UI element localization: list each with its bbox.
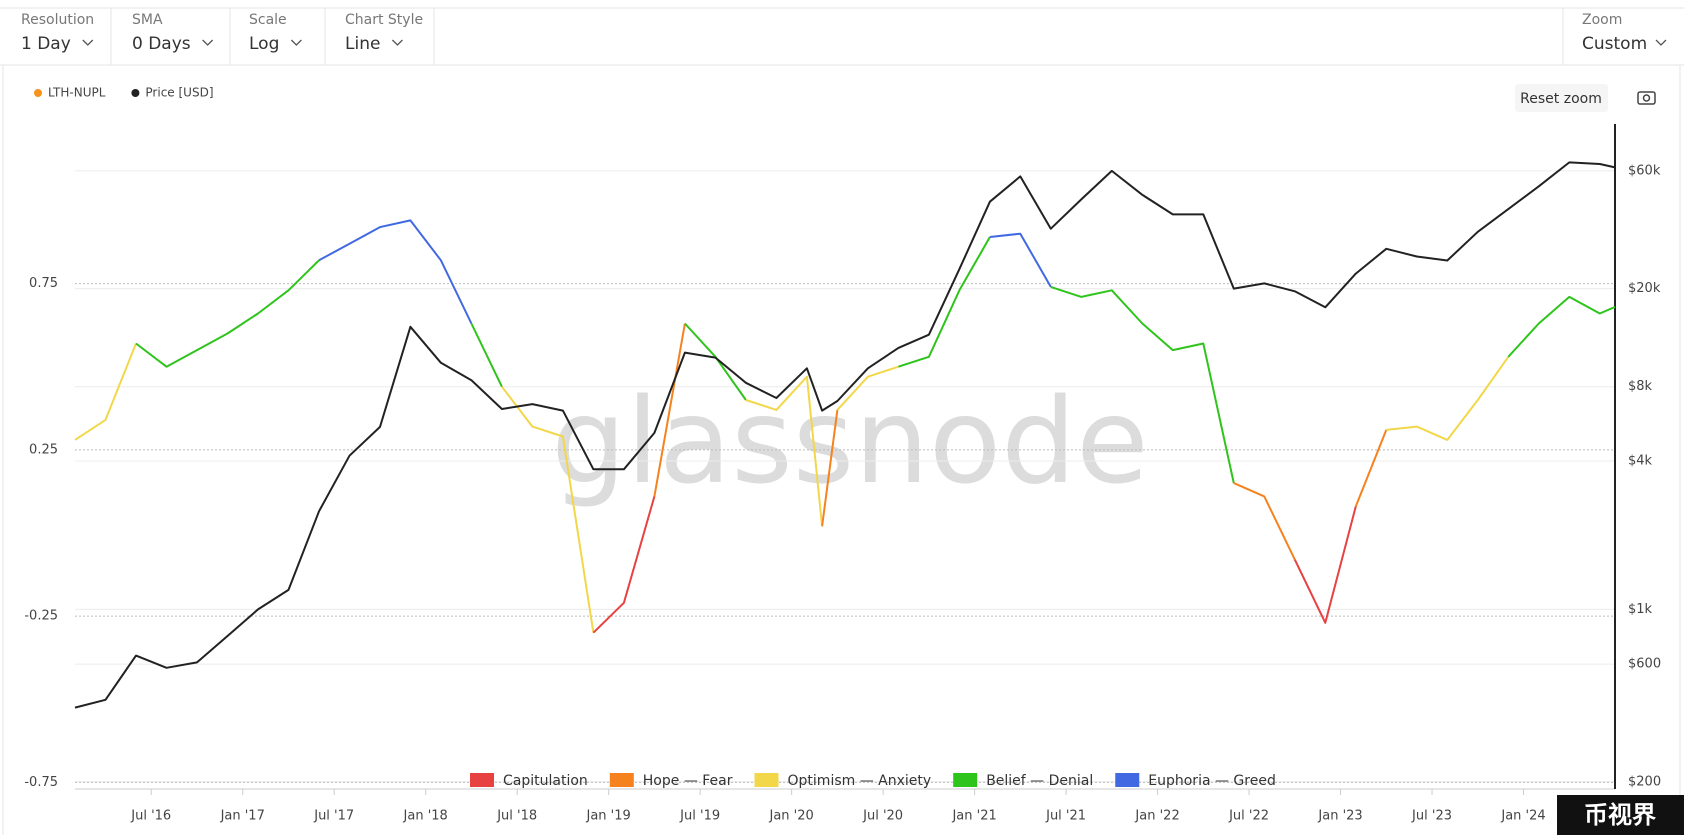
zone-legend-label[interactable]: Euphoria — Greed bbox=[1148, 773, 1276, 789]
x-tick-label: Jul '17 bbox=[313, 809, 354, 824]
series-line bbox=[135, 259, 320, 368]
series-line bbox=[821, 409, 839, 527]
series-line bbox=[1233, 482, 1296, 561]
x-tick-label: Jan '20 bbox=[768, 809, 813, 824]
zone-legend-label[interactable]: Belief — Denial bbox=[986, 773, 1093, 789]
y2-tick-label: $600 bbox=[1628, 657, 1661, 672]
control-label: Chart Style bbox=[345, 12, 423, 28]
series-line bbox=[745, 375, 824, 527]
camera-icon[interactable] bbox=[1637, 91, 1656, 105]
reset-zoom-text[interactable]: Reset zoom bbox=[1520, 91, 1602, 107]
x-tick-label: Jan '18 bbox=[403, 809, 448, 824]
y2-tick-label: $8k bbox=[1628, 379, 1653, 394]
zoom-value[interactable]: Custom bbox=[1582, 34, 1647, 54]
zone-legend-swatch[interactable] bbox=[754, 773, 779, 787]
x-tick-label: Jul '23 bbox=[1411, 809, 1452, 824]
watermark: glassnode bbox=[551, 372, 1148, 510]
zone-legend-label[interactable]: Capitulation bbox=[503, 773, 588, 789]
y-tick-label: -0.25 bbox=[24, 609, 58, 624]
series-line bbox=[74, 161, 1616, 709]
y2-tick-label: $4k bbox=[1628, 453, 1653, 468]
y2-tick-label: $1k bbox=[1628, 602, 1653, 617]
legend-dot[interactable] bbox=[131, 89, 140, 97]
plot: $60k $20k $8k $4k $1k $600 $200 0.75 0.25 -0.25 -0… bbox=[24, 86, 1661, 824]
legend-label[interactable]: LTH-NUPL bbox=[48, 86, 106, 100]
chevron[interactable] bbox=[82, 39, 94, 46]
series-line bbox=[898, 236, 991, 368]
y2-tick-label: $200 bbox=[1628, 774, 1661, 789]
chevron[interactable] bbox=[202, 39, 214, 46]
x-tick-label: Jan '17 bbox=[220, 809, 265, 824]
y2-tick-label: $60k bbox=[1628, 163, 1661, 178]
y-tick-label: 0.75 bbox=[29, 276, 58, 291]
zone-legend-label[interactable]: Hope — Fear bbox=[643, 773, 733, 789]
x-tick-label: Jan '19 bbox=[586, 809, 631, 824]
y-tick-label: -0.75 bbox=[24, 775, 58, 790]
zone-legend-swatch[interactable] bbox=[953, 773, 978, 787]
y-tick-label: 0.25 bbox=[29, 442, 58, 457]
x-tick-label: Jan '23 bbox=[1317, 809, 1362, 824]
x-tick-label: Jul '21 bbox=[1045, 809, 1086, 824]
series-line bbox=[836, 365, 899, 411]
control-label: Resolution bbox=[21, 12, 94, 28]
series-line bbox=[989, 232, 1052, 288]
control-value[interactable]: Line bbox=[345, 34, 380, 54]
camera-lens[interactable] bbox=[1642, 94, 1651, 102]
series-line bbox=[1050, 285, 1235, 484]
x-tick-label: Jul '16 bbox=[130, 809, 171, 824]
chevron[interactable] bbox=[290, 39, 302, 46]
chevron[interactable] bbox=[391, 39, 403, 46]
control-value[interactable]: 1 Day bbox=[21, 34, 71, 54]
series-line bbox=[318, 219, 473, 324]
corner-mark-bg bbox=[1557, 795, 1684, 835]
reset-zoom-button[interactable] bbox=[1515, 84, 1608, 112]
x-tick-label: Jul '20 bbox=[862, 809, 903, 824]
control-label: Scale bbox=[249, 12, 287, 28]
zoom-label: Zoom bbox=[1582, 12, 1622, 28]
toolbar: Resolution 1 Day SMA 0 Days Scale Log Chart St… bbox=[21, 8, 435, 65]
zone-legend-label[interactable]: Optimism — Anxiety bbox=[788, 773, 932, 789]
legend-dot[interactable] bbox=[34, 89, 42, 97]
zone-legend-swatch[interactable] bbox=[1115, 773, 1140, 787]
series-line bbox=[1386, 356, 1510, 441]
control-value[interactable]: Log bbox=[249, 34, 279, 54]
chevron[interactable] bbox=[1655, 39, 1667, 46]
x-tick-label: Jul '18 bbox=[496, 809, 537, 824]
y2-tick-label: $20k bbox=[1628, 281, 1661, 296]
camera-body[interactable] bbox=[1637, 91, 1656, 105]
series-line bbox=[1354, 429, 1388, 507]
series-line bbox=[470, 323, 503, 388]
series-line bbox=[74, 343, 137, 441]
control-label: SMA bbox=[132, 12, 163, 28]
corner-mark: 币视界 bbox=[1584, 801, 1656, 829]
series-line bbox=[1293, 506, 1357, 624]
x-tick-label: Jan '21 bbox=[951, 809, 996, 824]
zone-legend-swatch[interactable] bbox=[470, 773, 494, 787]
series-line bbox=[653, 323, 686, 497]
control-value[interactable]: 0 Days bbox=[132, 34, 191, 54]
x-tick-label: Jan '24 bbox=[1500, 809, 1545, 824]
x-tick-label: Jan '22 bbox=[1134, 809, 1179, 824]
zone-legend-swatch[interactable] bbox=[609, 773, 634, 787]
series-line bbox=[592, 496, 656, 634]
series-line bbox=[1507, 295, 1616, 358]
x-tick-label: Jul '22 bbox=[1228, 809, 1269, 824]
legend-label[interactable]: Price [USD] bbox=[145, 86, 213, 100]
x-tick-label: Jul '19 bbox=[679, 809, 720, 824]
